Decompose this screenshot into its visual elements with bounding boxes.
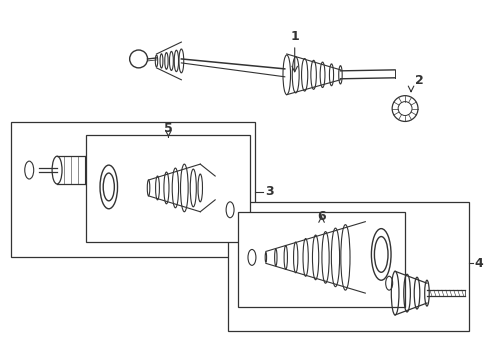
- Bar: [86, 135, 249, 242]
- Bar: [227, 202, 468, 331]
- Bar: [238, 212, 404, 307]
- Bar: [11, 122, 254, 257]
- Text: 1: 1: [290, 30, 299, 42]
- Text: 6: 6: [317, 210, 325, 223]
- Text: 3: 3: [264, 185, 273, 198]
- Text: 5: 5: [164, 122, 172, 135]
- Text: 4: 4: [474, 257, 483, 270]
- Text: 2: 2: [414, 74, 423, 87]
